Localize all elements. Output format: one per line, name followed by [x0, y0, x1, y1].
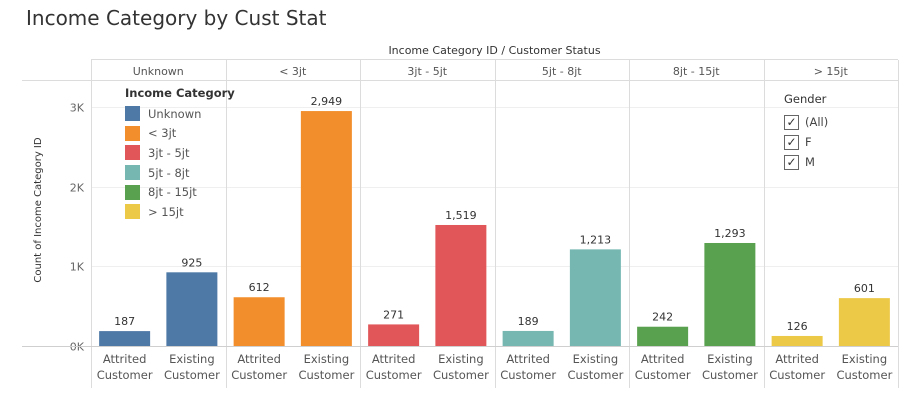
y-axis-title: Count of Income Category ID: [33, 137, 44, 282]
bar: [704, 242, 756, 346]
legend-item-3jt-5jt[interactable]: 3jt - 5jt: [125, 143, 235, 163]
checkbox[interactable]: ✓: [784, 134, 799, 150]
y-tick-label: 1K: [70, 261, 85, 274]
legend-item-label: > 15jt: [148, 204, 184, 219]
bar-value-label: 1,213: [580, 233, 612, 246]
x-tick-label: Customer: [500, 368, 556, 382]
bar: [435, 224, 487, 346]
bar: [502, 330, 554, 346]
bar-value-label: 601: [854, 282, 875, 295]
filter-option-label: F: [805, 135, 812, 149]
x-tick-label: Customer: [635, 368, 691, 382]
legend-swatch: [125, 204, 140, 220]
filter-option-m[interactable]: ✓ M: [784, 152, 828, 172]
x-tick-label: Existing: [707, 352, 753, 366]
bar-value-label: 612: [249, 281, 270, 294]
legend-swatch: [125, 125, 140, 141]
x-tick-label: Customer: [433, 368, 489, 382]
bar-value-label: 1,519: [445, 209, 477, 222]
legend-swatch: [125, 106, 140, 122]
bar-value-label: 189: [518, 315, 539, 328]
group-header-label: < 3jt: [279, 65, 307, 78]
legend-item-unknown[interactable]: Unknown: [125, 104, 235, 124]
x-tick-label: Customer: [567, 368, 623, 382]
bar: [99, 331, 151, 346]
group-header-label: Unknown: [133, 65, 184, 78]
checkbox[interactable]: ✓: [784, 154, 799, 170]
bar-value-label: 271: [383, 308, 404, 321]
x-tick-label: Existing: [842, 352, 888, 366]
legend-swatch: [125, 165, 140, 181]
group-header-label: 5jt - 8jt: [542, 65, 582, 78]
bar: [569, 249, 621, 346]
legend-item-5jt-8jt[interactable]: 5jt - 8jt: [125, 163, 235, 183]
checkbox[interactable]: ✓: [784, 114, 799, 130]
bar: [637, 326, 689, 346]
x-tick-label: Attrited: [372, 352, 416, 366]
legend-swatch: [125, 145, 140, 161]
income-category-legend: Income Category Unknown < 3jt 3jt - 5jt …: [125, 86, 235, 222]
filter-option-all[interactable]: ✓ (All): [784, 112, 828, 132]
legend-item-label: Unknown: [148, 106, 202, 121]
y-tick-label: 3K: [70, 102, 85, 115]
bar: [368, 324, 420, 346]
bar: [771, 335, 823, 346]
filter-option-label: (All): [805, 115, 829, 129]
bar-value-label: 126: [787, 320, 808, 333]
x-tick-label: Customer: [231, 368, 287, 382]
group-header-label: 8jt - 15jt: [673, 65, 720, 78]
y-tick-label: 2K: [70, 182, 85, 195]
filter-title: Gender: [784, 92, 827, 106]
x-tick-label: Customer: [97, 368, 153, 382]
x-tick-label: Attrited: [103, 352, 147, 366]
x-tick-label: Customer: [836, 368, 892, 382]
group-header-label: > 15jt: [814, 65, 849, 78]
x-tick-label: Existing: [573, 352, 619, 366]
x-tick-label: Attrited: [237, 352, 281, 366]
legend-item-over-15jt[interactable]: > 15jt: [125, 202, 235, 222]
filter-option-label: M: [805, 155, 815, 169]
x-tick-label: Attrited: [775, 352, 819, 366]
bar: [166, 272, 218, 346]
legend-item-label: 8jt - 15jt: [148, 185, 197, 200]
bar-value-label: 242: [652, 311, 673, 324]
bar: [300, 111, 352, 346]
legend-item-label: 3jt - 5jt: [148, 145, 190, 160]
bar-value-label: 925: [181, 256, 202, 269]
x-tick-label: Existing: [438, 352, 484, 366]
x-tick-label: Customer: [769, 368, 825, 382]
x-tick-label: Customer: [164, 368, 220, 382]
x-tick-label: Existing: [169, 352, 215, 366]
x-tick-label: Attrited: [641, 352, 685, 366]
filter-option-f[interactable]: ✓ F: [784, 132, 828, 152]
bar: [233, 297, 285, 346]
gender-filter: Gender ✓ (All) ✓ F ✓ M: [784, 92, 828, 172]
legend-item-under-3jt[interactable]: < 3jt: [125, 124, 235, 144]
legend-item-8jt-15jt[interactable]: 8jt - 15jt: [125, 182, 235, 202]
chart-title: Income Category by Cust Stat: [26, 6, 327, 30]
legend-item-label: < 3jt: [148, 126, 177, 141]
x-tick-label: Customer: [702, 368, 758, 382]
x-tick-label: Attrited: [506, 352, 550, 366]
bar-value-label: 2,949: [311, 95, 343, 108]
bar: [838, 298, 890, 346]
legend-title: Income Category: [125, 86, 235, 100]
group-header-label: 3jt - 5jt: [407, 65, 447, 78]
x-tick-label: Customer: [298, 368, 354, 382]
bar-value-label: 187: [114, 315, 135, 328]
x-tick-label: Customer: [366, 368, 422, 382]
legend-item-label: 5jt - 8jt: [148, 165, 190, 180]
bar-value-label: 1,293: [714, 227, 746, 240]
legend-swatch: [125, 184, 140, 200]
column-header-title: Income Category ID / Customer Status: [388, 44, 600, 57]
x-tick-label: Existing: [304, 352, 350, 366]
